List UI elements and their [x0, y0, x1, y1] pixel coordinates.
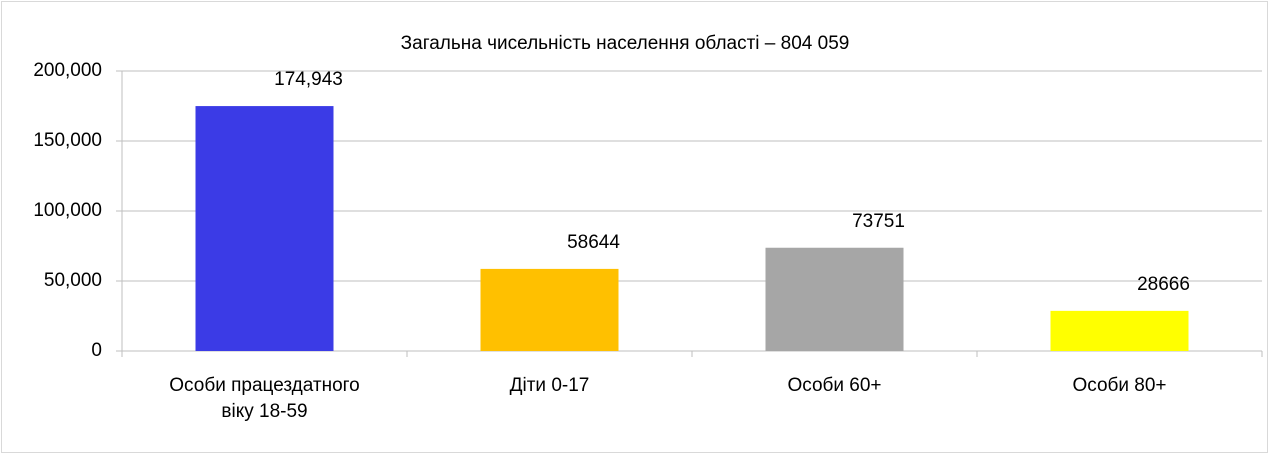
chart-title: Загальна чисельність населення області –…: [401, 33, 850, 54]
y-tick-label: 50,000: [44, 270, 102, 291]
y-tick-label: 150,000: [33, 130, 102, 151]
bar: [480, 268, 619, 351]
data-label: 73751: [852, 211, 905, 232]
x-tick-label: Особи працездатного віку 18-59: [169, 375, 360, 422]
data-label: 28666: [1137, 274, 1190, 295]
x-tick-label: Особи 80+: [1072, 375, 1167, 396]
x-tick-label: Особи 60+: [787, 375, 882, 396]
y-tick-label: 100,000: [33, 200, 102, 221]
bar: [765, 247, 904, 351]
data-label: 58644: [567, 232, 620, 253]
data-label: 174,943: [274, 69, 343, 90]
x-tick-label: Діти 0-17: [509, 375, 590, 396]
bar: [1050, 310, 1189, 351]
y-tick-label: 200,000: [33, 60, 102, 81]
bar: [195, 106, 334, 351]
y-tick-label: 0: [91, 340, 102, 361]
